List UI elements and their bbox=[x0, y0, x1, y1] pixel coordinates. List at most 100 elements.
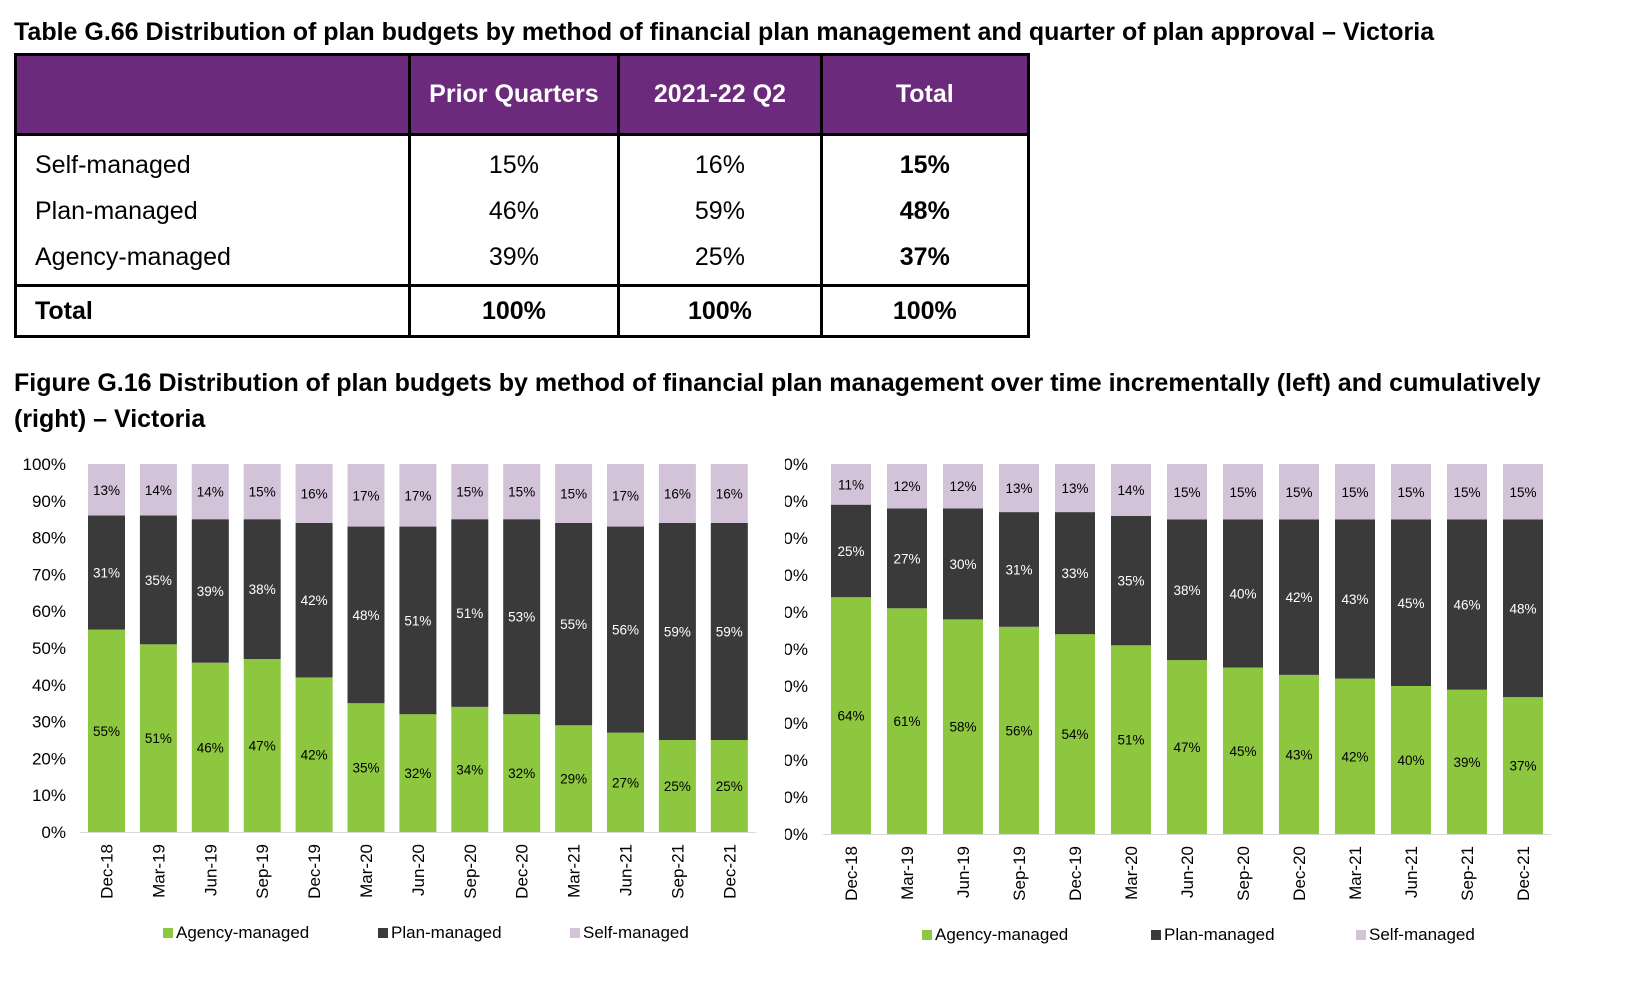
x-tick-label: Sep-20 bbox=[1234, 846, 1253, 901]
bar-segment-plan-managed bbox=[943, 508, 983, 620]
row-label: Self-managed bbox=[14, 134, 411, 188]
bar-segment-agency-managed bbox=[1055, 634, 1095, 834]
bar-segment-self-managed bbox=[1391, 464, 1431, 520]
legend-swatch-plan-managed bbox=[378, 928, 388, 938]
bar-segment-self-managed bbox=[503, 464, 541, 520]
data-label-self-managed: 13% bbox=[93, 483, 120, 498]
data-label-agency-managed: 47% bbox=[249, 739, 276, 754]
data-label-self-managed: 14% bbox=[145, 483, 172, 498]
data-label-self-managed: 15% bbox=[1453, 485, 1480, 500]
data-label-agency-managed: 34% bbox=[456, 762, 483, 777]
data-label-self-managed: 12% bbox=[949, 479, 976, 494]
bar-segment-self-managed bbox=[1335, 464, 1375, 520]
bar-segment-self-managed bbox=[1055, 464, 1095, 513]
bar-segment-self-managed bbox=[999, 464, 1039, 513]
data-label-plan-managed: 53% bbox=[508, 610, 535, 625]
bar-segment-agency-managed bbox=[399, 714, 437, 832]
x-tick-label: Jun-21 bbox=[1402, 846, 1421, 898]
data-label-self-managed: 11% bbox=[838, 477, 864, 492]
cell-q2: 25% bbox=[617, 234, 823, 286]
data-label-plan-managed: 35% bbox=[145, 573, 172, 588]
data-label-plan-managed: 59% bbox=[664, 624, 691, 639]
data-label-plan-managed: 42% bbox=[301, 593, 328, 608]
data-label-self-managed: 15% bbox=[560, 486, 587, 501]
y-tick-label: 90% bbox=[32, 492, 66, 511]
row-label: Plan-managed bbox=[14, 188, 411, 234]
distribution-table: Prior Quarters 2021-22 Q2 Total Self-man… bbox=[14, 53, 1031, 338]
data-label-agency-managed: 29% bbox=[560, 772, 587, 787]
x-tick-label: Dec-21 bbox=[1514, 846, 1533, 901]
data-label-agency-managed: 46% bbox=[197, 740, 224, 755]
data-label-self-managed: 15% bbox=[1229, 485, 1256, 500]
bar-segment-self-managed bbox=[295, 464, 333, 523]
x-tick-label: Jun-21 bbox=[617, 844, 636, 896]
chart-legend: Agency-managed Plan-managed Self-managed bbox=[163, 923, 689, 942]
data-label-plan-managed: 46% bbox=[1453, 598, 1480, 613]
data-label-self-managed: 17% bbox=[612, 488, 639, 503]
data-label-plan-managed: 38% bbox=[1173, 583, 1200, 598]
bar-segment-agency-managed bbox=[451, 706, 489, 832]
cell-q2: 100% bbox=[617, 284, 823, 338]
y-tick-label: 100% bbox=[785, 455, 808, 474]
bar-segment-plan-managed bbox=[1167, 519, 1207, 661]
y-tick-label: 0% bbox=[41, 823, 66, 842]
legend-label-plan-managed: Plan-managed bbox=[391, 923, 502, 942]
data-label-plan-managed: 31% bbox=[93, 566, 120, 581]
data-label-self-managed: 15% bbox=[1341, 485, 1368, 500]
data-label-plan-managed: 51% bbox=[456, 606, 483, 621]
table-header-blank bbox=[14, 53, 411, 136]
bar-segment-agency-managed bbox=[1447, 689, 1487, 834]
table-row-self-managed: Self-managed 15% 16% 15% bbox=[14, 134, 1031, 188]
bar-segment-agency-managed bbox=[607, 732, 644, 832]
data-label-agency-managed: 42% bbox=[301, 748, 328, 763]
bar-segment-agency-managed bbox=[999, 626, 1039, 834]
legend-swatch-plan-managed bbox=[1151, 930, 1161, 940]
bar-segment-plan-managed bbox=[658, 522, 696, 740]
data-label-plan-managed: 48% bbox=[352, 608, 379, 623]
chart-legend: Agency-managed Plan-managed Self-managed bbox=[922, 925, 1475, 944]
x-tick-label: Dec-19 bbox=[305, 844, 324, 899]
bar-segment-plan-managed bbox=[1223, 519, 1263, 668]
cell-prior: 39% bbox=[407, 234, 621, 286]
bar-segment-agency-managed bbox=[191, 662, 229, 832]
x-tick-label: Jun-20 bbox=[409, 844, 428, 896]
bar-segment-plan-managed bbox=[139, 515, 177, 645]
data-label-agency-managed: 51% bbox=[1117, 733, 1144, 748]
data-label-agency-managed: 40% bbox=[1397, 753, 1424, 768]
data-label-plan-managed: 56% bbox=[612, 623, 639, 638]
table-header-row: Prior Quarters 2021-22 Q2 Total bbox=[14, 53, 1031, 136]
data-label-self-managed: 16% bbox=[664, 486, 691, 501]
data-label-agency-managed: 39% bbox=[1453, 755, 1480, 770]
table-header-prior-quarters: Prior Quarters bbox=[407, 53, 621, 136]
data-label-agency-managed: 55% bbox=[93, 724, 120, 739]
bar-segment-self-managed bbox=[710, 464, 748, 523]
y-tick-label: 60% bbox=[785, 603, 808, 622]
cell-prior: 15% bbox=[407, 134, 621, 188]
y-tick-label: 80% bbox=[785, 529, 808, 548]
legend-label-plan-managed: Plan-managed bbox=[1164, 925, 1275, 944]
bar-segment-plan-managed bbox=[88, 515, 125, 630]
data-label-agency-managed: 51% bbox=[145, 731, 172, 746]
bar-segment-agency-managed bbox=[658, 740, 696, 832]
y-tick-label: 100% bbox=[23, 455, 66, 474]
bar-segment-self-managed bbox=[243, 464, 281, 520]
data-label-agency-managed: 27% bbox=[612, 775, 639, 790]
data-label-plan-managed: 48% bbox=[1509, 601, 1536, 616]
y-tick-label: 0% bbox=[785, 825, 808, 844]
bar-segment-self-managed bbox=[399, 464, 437, 527]
table-header-2021-22-q2: 2021-22 Q2 bbox=[617, 53, 823, 136]
x-tick-label: Dec-19 bbox=[1066, 846, 1085, 901]
legend-label-self-managed: Self-managed bbox=[583, 923, 689, 942]
bar-segment-plan-managed bbox=[1391, 519, 1431, 686]
data-label-plan-managed: 51% bbox=[404, 613, 431, 628]
bar-segment-plan-managed bbox=[710, 522, 748, 740]
legend-label-agency-managed: Agency-managed bbox=[176, 923, 309, 942]
data-label-agency-managed: 54% bbox=[1061, 727, 1088, 742]
cumulative-bar-chart: 0% 10% 20% 30% 40% 50% 60% 70% 80% 90% 100% 64% 25% 1… bbox=[785, 455, 1551, 944]
data-label-agency-managed: 42% bbox=[1341, 749, 1368, 764]
data-label-plan-managed: 25% bbox=[837, 544, 864, 559]
bar-segment-self-managed bbox=[1279, 464, 1319, 520]
bar-segment-agency-managed bbox=[295, 677, 333, 832]
y-tick-label: 10% bbox=[32, 786, 66, 805]
x-tick-label: Mar-19 bbox=[149, 844, 168, 898]
